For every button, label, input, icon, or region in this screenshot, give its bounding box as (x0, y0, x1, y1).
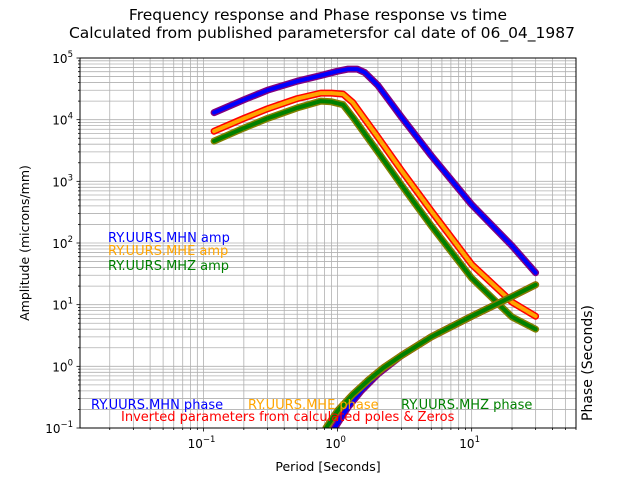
chart-subtitle: Calculated from published parametersfor … (69, 24, 575, 43)
y-axis-label: Amplitude (microns/mm) (17, 165, 32, 321)
series-5 (322, 281, 540, 428)
series-lines (210, 65, 540, 428)
y-tick-label: 101 (52, 297, 73, 313)
y-tick-label: 104 (52, 112, 73, 128)
phase-legend: RY.UURS.MHN phase RY.UURS.MHE phase RY.U… (91, 398, 532, 413)
chart-title: Frequency response and Phase response vs… (129, 6, 507, 24)
inverted-parameters-note: Inverted parameters from calculated pole… (121, 410, 455, 425)
axis-tick-labels: 10−1 100 101 10−1 100 101 102 103 104 105 (45, 50, 480, 451)
series-line (212, 91, 538, 319)
legend-mhn-amp: RY.UURS.MHN amp (108, 231, 230, 246)
series-line (212, 99, 538, 332)
y-tick-label: 105 (52, 50, 73, 66)
series-0 (210, 65, 540, 277)
series-line (212, 67, 538, 275)
y-tick-label: 103 (52, 173, 73, 189)
x-axis-label: Period [Seconds] (275, 459, 380, 474)
x-tick-label: 100 (325, 435, 346, 451)
x-tick-label: 10−1 (188, 435, 216, 451)
legend-mhn-phase: RY.UURS.MHN phase (91, 398, 223, 413)
series-outline (210, 89, 540, 320)
legend-mhe-phase: RY.UURS.MHE phase (248, 398, 379, 413)
legend-mhz-amp: RY.UURS.MHZ amp (108, 259, 229, 274)
y-tick-label: 100 (52, 358, 73, 374)
grid-lines (80, 57, 577, 429)
right-axis-label: Phase (Seconds) (580, 305, 596, 421)
series-1 (210, 89, 540, 320)
series-2 (210, 97, 540, 333)
series-outline (210, 65, 540, 277)
y-tick-label: 10−1 (45, 420, 73, 436)
amplitude-legend: RY.UURS.MHN amp RY.UURS.MHE amp RY.UURS.… (108, 231, 230, 274)
y-tick-label: 102 (52, 235, 73, 251)
axis-ticks (76, 57, 577, 432)
legend-mhe-amp: RY.UURS.MHE amp (108, 244, 228, 259)
legend-mhz-phase: RY.UURS.MHZ phase (401, 398, 532, 413)
series-line (324, 282, 538, 428)
x-tick-label: 101 (459, 435, 480, 451)
